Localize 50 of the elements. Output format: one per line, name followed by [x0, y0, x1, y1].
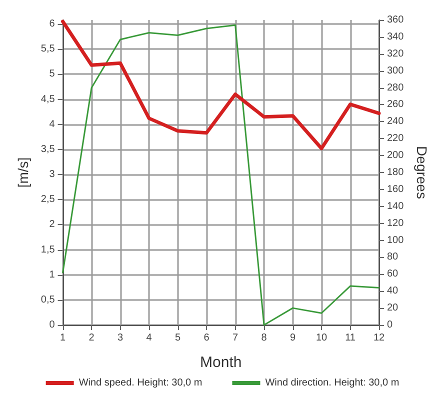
x-tick-label: 3 — [118, 332, 124, 344]
legend-label: Wind direction. Height: 30,0 m — [265, 378, 400, 388]
y-tick-label: 3,5 — [40, 144, 56, 155]
y2-tick-label: 320 — [387, 48, 404, 60]
y2-tick-label: 160 — [387, 184, 404, 195]
x-tick-label: 11 — [345, 332, 356, 344]
y-tick-label: 0,5 — [40, 294, 56, 306]
y2-tick-label: 60 — [387, 268, 399, 280]
y2-axis-title: Degrees — [414, 146, 430, 199]
y2-tick-label: 280 — [387, 82, 404, 94]
y-tick-label: 4,5 — [40, 94, 56, 105]
x-tick-label: 2 — [88, 332, 95, 344]
x-tick-label: 6 — [204, 332, 210, 344]
y2-tick-label: 260 — [387, 99, 404, 110]
y-tick-label: 1 — [49, 269, 56, 280]
y-tick-label: 3 — [49, 169, 56, 180]
line-series — [61, 20, 381, 150]
y-tick-label: 2 — [49, 219, 56, 230]
y-tick-label: 5,5 — [40, 44, 56, 55]
x-tick-label: 1 — [60, 332, 66, 344]
y-tick-label: 1,5 — [40, 244, 56, 256]
y2-tick-label: 40 — [387, 286, 399, 297]
y2-tick-label: 100 — [387, 234, 404, 246]
legend-label: Wind speed. Height: 30,0 m — [78, 378, 202, 388]
y2-tick-label: 140 — [387, 200, 404, 212]
y2-tick-label: 180 — [387, 167, 404, 178]
y2-tick-label: 20 — [387, 302, 399, 314]
y2-tick-label: 0 — [387, 320, 393, 330]
x-tick-label: 7 — [232, 332, 238, 344]
x-tick-label: 9 — [290, 332, 296, 344]
x-tick-label: 12 — [373, 332, 385, 344]
y-axis-title: [m/s] — [15, 157, 31, 188]
x-tick-label: 5 — [175, 332, 181, 344]
x-tick-label: 4 — [146, 332, 152, 344]
y2-tick-label: 300 — [387, 65, 404, 76]
y-tick-label: 6 — [49, 18, 56, 30]
y2-tick-label: 200 — [387, 150, 404, 162]
y-tick-label: 4 — [49, 118, 56, 130]
y2-tick-label: 120 — [387, 218, 404, 229]
x-axis-title: Month — [200, 354, 242, 371]
y-tick-label: 0 — [49, 320, 56, 330]
x-tick-label: 10 — [316, 332, 328, 344]
y2-tick-label: 220 — [387, 133, 404, 144]
y2-tick-label: 80 — [387, 252, 399, 263]
x-tick-label: 8 — [261, 332, 268, 344]
y2-tick-label: 240 — [387, 116, 404, 128]
y-tick-label: 5 — [49, 68, 56, 80]
y2-tick-label: 340 — [387, 31, 404, 42]
y-tick-label: 2,5 — [40, 194, 56, 206]
y2-tick-label: 360 — [387, 14, 404, 26]
